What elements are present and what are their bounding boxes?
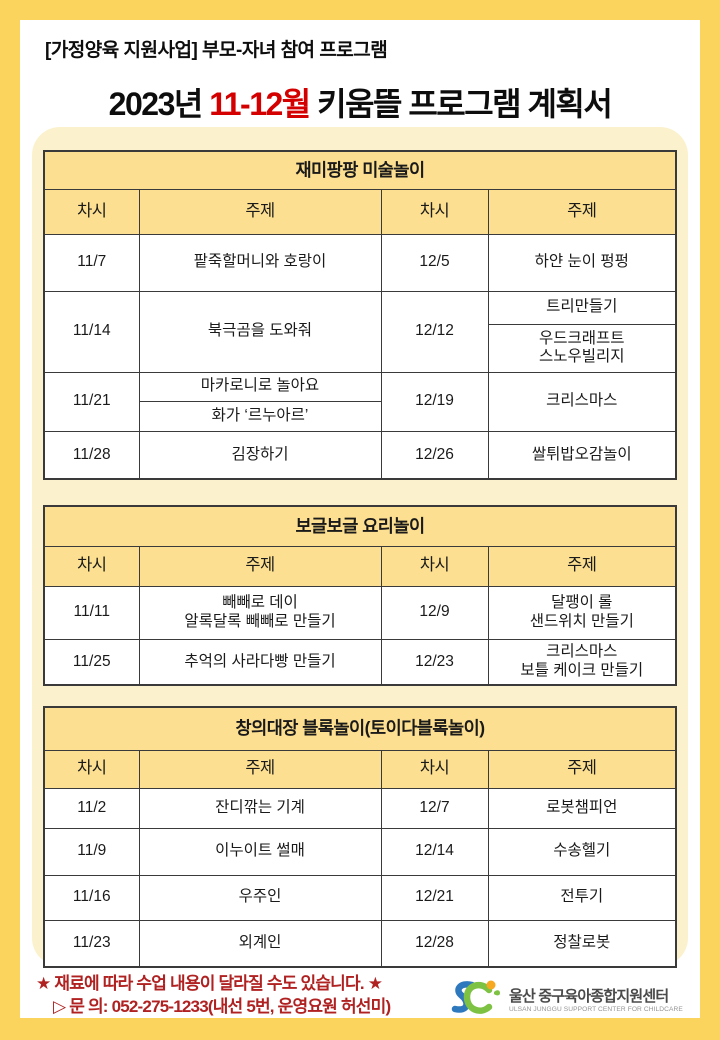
col-header-session: 차시 [43,749,140,789]
logo-org-name: 울산 중구육아종합지원센터 [509,988,669,1006]
materials-notice: ★ 재료에 따라 수업 내용이 달라질 수도 있습니다. ★ [36,974,383,993]
session-cell: 12/28 [380,919,489,968]
topic-cell: 북극곰을 도와줘 [138,290,382,373]
session-cell: 12/12 [380,290,489,373]
topic-cell: 달팽이 롤 샌드위치 만들기 [487,585,677,640]
session-cell: 12/19 [380,371,489,432]
col-header-topic: 주제 [138,545,382,587]
session-cell: 12/7 [380,787,489,829]
session-cell: 11/23 [43,919,140,968]
topic-cell: 잔디깎는 기계 [138,787,382,829]
topic-cell: 크리스마스 보틀 케이크 만들기 [487,638,677,686]
table-row: 11/9 이누이트 썰매 12/14 수송헬기 [43,827,677,876]
poster-page: [가정양육 지원사업] 부모-자녀 참여 프로그램 2023년 11-12월 키… [20,20,700,1018]
main-title-suffix: 키움뜰 프로그램 계획서 [309,86,613,122]
session-cell: 12/26 [380,430,489,480]
table-row: 11/16 우주인 12/21 전투기 [43,874,677,921]
logo-text-block: 울산 중구육아종합지원센터 ULSAN JUNGGU SUPPORT CENTE… [509,989,683,1014]
topic-cell: 팥죽할머니와 호랑이 [138,233,382,292]
session-cell: 11/25 [43,638,140,686]
main-title: 2023년 11-12월 키움뜰 프로그램 계획서 [20,79,700,125]
art-play-table: 재미팡팡 미술놀이 차시 주제 차시 주제 11/7 팥죽할머니와 호랑이 12… [43,150,678,480]
contact-info: ▷ 문 의: 052-275-1233(내선 5번, 운영요원 허선미) [53,997,391,1016]
col-header-topic: 주제 [487,188,677,235]
topic-cell: 마카로니로 놀아요 [138,371,382,402]
col-header-session: 차시 [43,545,140,587]
topic-cell: 이누이트 썰매 [138,827,382,876]
session-cell: 12/9 [380,585,489,640]
table-row: 11/14 북극곰을 도와줘 12/12 트리만들기 [43,290,677,373]
table-row: 11/25 추억의 사라다빵 만들기 12/23 크리스마스 보틀 케이크 만들… [43,638,677,686]
topic-cell: 트리만들기 [487,290,677,325]
block-play-table: 창의대장 블록놀이(토이다블록놀이) 차시 주제 차시 주제 11/2 잔디깎는… [43,706,678,968]
topic-cell: 로봇챔피언 [487,787,677,829]
session-cell: 11/14 [43,290,140,373]
main-title-highlight: 11-12월 [209,86,311,122]
topic-cell: 우주인 [138,874,382,921]
topic-cell: 쌀튀밥오감놀이 [487,430,677,480]
topic-cell: 정찰로봇 [487,919,677,968]
session-cell: 11/2 [43,787,140,829]
table-row: 11/21 마카로니로 놀아요 12/19 크리스마스 [43,371,677,432]
logo-mark-icon [450,978,502,1025]
col-header-session: 차시 [43,188,140,235]
session-cell: 11/11 [43,585,140,640]
col-header-session: 차시 [380,545,489,587]
table-row: 11/11 빼빼로 데이 알록달록 빼빼로 만들기 12/9 달팽이 롤 샌드위… [43,585,677,640]
topic-cell: 전투기 [487,874,677,921]
center-logo: 울산 중구육아종합지원센터 ULSAN JUNGGU SUPPORT CENTE… [450,978,683,1025]
table-row: 우드크래프트 스노우빌리지 [44,323,677,373]
topic-cell: 화가 ‘르누아르’ [138,400,382,432]
session-cell: 11/7 [43,233,140,292]
table-title: 보글보글 요리놀이 [43,505,677,547]
logo-org-name-en: ULSAN JUNGGU SUPPORT CENTER FOR CHILDCAR… [509,1005,683,1013]
table-row: 11/2 잔디깎는 기계 12/7 로봇챔피언 [43,787,677,829]
tables-panel: 재미팡팡 미술놀이 차시 주제 차시 주제 11/7 팥죽할머니와 호랑이 12… [32,127,688,968]
session-cell: 11/9 [43,827,140,876]
table-row: 화가 ‘르누아르’ [44,400,676,432]
col-header-topic: 주제 [138,188,382,235]
topic-cell: 우드크래프트 스노우빌리지 [487,323,677,373]
session-cell: 12/5 [380,233,489,292]
session-cell: 11/28 [43,430,140,480]
eyebrow-text: [가정양육 지원사업] 부모-자녀 참여 프로그램 [45,40,388,61]
cooking-play-table: 보글보글 요리놀이 차시 주제 차시 주제 11/11 빼빼로 데이 알록달록 … [43,505,678,686]
session-cell: 12/21 [380,874,489,921]
topic-cell: 하얀 눈이 펑펑 [487,233,677,292]
col-header-session: 차시 [380,749,489,789]
session-cell: 11/21 [43,371,140,432]
col-header-topic: 주제 [138,749,382,789]
topic-cell: 수송헬기 [487,827,677,876]
session-cell: 12/23 [380,638,489,686]
table-title: 재미팡팡 미술놀이 [43,150,677,190]
session-cell: 12/14 [380,827,489,876]
topic-cell: 추억의 사라다빵 만들기 [138,638,382,686]
col-header-topic: 주제 [487,545,677,587]
main-title-prefix: 2023년 [108,86,210,122]
topic-cell: 크리스마스 [487,371,677,432]
table-title: 창의대장 블록놀이(토이다블록놀이) [43,706,677,751]
topic-cell: 외계인 [138,919,382,968]
topic-cell: 빼빼로 데이 알록달록 빼빼로 만들기 [138,585,382,640]
table-row: 11/28 김장하기 12/26 쌀튀밥오감놀이 [43,430,677,480]
table-row: 11/7 팥죽할머니와 호랑이 12/5 하얀 눈이 펑펑 [43,233,677,292]
topic-cell: 김장하기 [138,430,382,480]
session-cell: 11/16 [43,874,140,921]
table-row: 11/23 외계인 12/28 정찰로봇 [43,919,677,968]
col-header-session: 차시 [380,188,489,235]
col-header-topic: 주제 [487,749,677,789]
